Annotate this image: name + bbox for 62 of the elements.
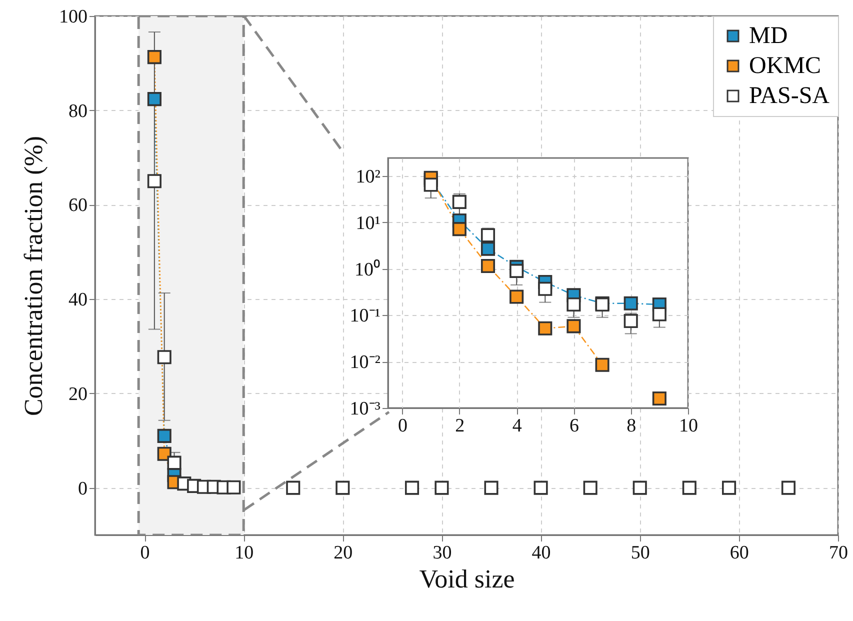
x-axis-title: Void size bbox=[419, 564, 515, 594]
point bbox=[510, 290, 524, 304]
point bbox=[652, 307, 666, 322]
point bbox=[566, 319, 581, 334]
point bbox=[624, 296, 638, 310]
point bbox=[480, 258, 496, 274]
x-tick-label: 0 bbox=[140, 542, 150, 564]
point bbox=[538, 321, 552, 336]
point bbox=[157, 428, 172, 443]
y-tick-label: 10⁻² bbox=[350, 352, 381, 374]
y-tick-label: 10⁰ bbox=[354, 258, 380, 280]
point bbox=[226, 480, 241, 494]
point bbox=[336, 480, 350, 495]
point bbox=[510, 264, 524, 278]
point bbox=[404, 480, 420, 495]
y-tick-label: 10² bbox=[356, 166, 381, 188]
point bbox=[781, 480, 796, 495]
point bbox=[286, 480, 300, 495]
point bbox=[147, 50, 162, 64]
y-tick-label: 0 bbox=[78, 478, 88, 500]
x-tick-label: 10 bbox=[234, 542, 254, 564]
point bbox=[452, 222, 466, 236]
point bbox=[452, 194, 466, 209]
point bbox=[652, 392, 666, 406]
y-tick-label: 100 bbox=[59, 6, 88, 28]
x-tick-label: 2 bbox=[455, 416, 465, 436]
y-tick-label: 10¹ bbox=[356, 212, 381, 234]
point bbox=[424, 178, 438, 192]
point bbox=[566, 298, 581, 312]
legend-label: PAS-SA bbox=[749, 83, 830, 109]
legend-label: OKMC bbox=[749, 53, 822, 79]
x-tick-label: 60 bbox=[730, 542, 749, 564]
x-tick-label: 20 bbox=[334, 542, 353, 564]
point bbox=[434, 480, 449, 495]
x-tick-label: 30 bbox=[432, 542, 452, 564]
y-tick-label: 10⁻¹ bbox=[350, 306, 381, 327]
point bbox=[538, 282, 552, 296]
y-tick-label: 80 bbox=[68, 100, 88, 122]
point bbox=[147, 174, 162, 188]
point bbox=[624, 314, 638, 328]
point bbox=[632, 480, 647, 495]
y-tick-label: 40 bbox=[68, 290, 88, 311]
x-tick-label: 6 bbox=[569, 416, 579, 436]
y-tick-label: 20 bbox=[68, 384, 88, 405]
y-tick-label: 10⁻³ bbox=[350, 398, 381, 420]
x-tick-label: 0 bbox=[398, 416, 408, 436]
x-tick-label: 8 bbox=[626, 416, 636, 436]
x-tick-label: 50 bbox=[630, 542, 650, 564]
point bbox=[583, 480, 598, 495]
x-tick-label: 10 bbox=[679, 416, 698, 436]
legend-label: MD bbox=[749, 23, 788, 49]
point bbox=[157, 350, 172, 364]
point bbox=[480, 242, 496, 256]
point bbox=[167, 456, 182, 470]
y-tick-label: 60 bbox=[68, 195, 88, 216]
x-tick-label: 4 bbox=[512, 416, 522, 436]
x-tick-label: 40 bbox=[532, 542, 551, 564]
point bbox=[595, 358, 610, 372]
point bbox=[147, 92, 162, 106]
point bbox=[534, 480, 548, 495]
x-tick-label: 70 bbox=[829, 542, 848, 564]
y-axis-title: Concentration fraction (%) bbox=[19, 136, 48, 416]
